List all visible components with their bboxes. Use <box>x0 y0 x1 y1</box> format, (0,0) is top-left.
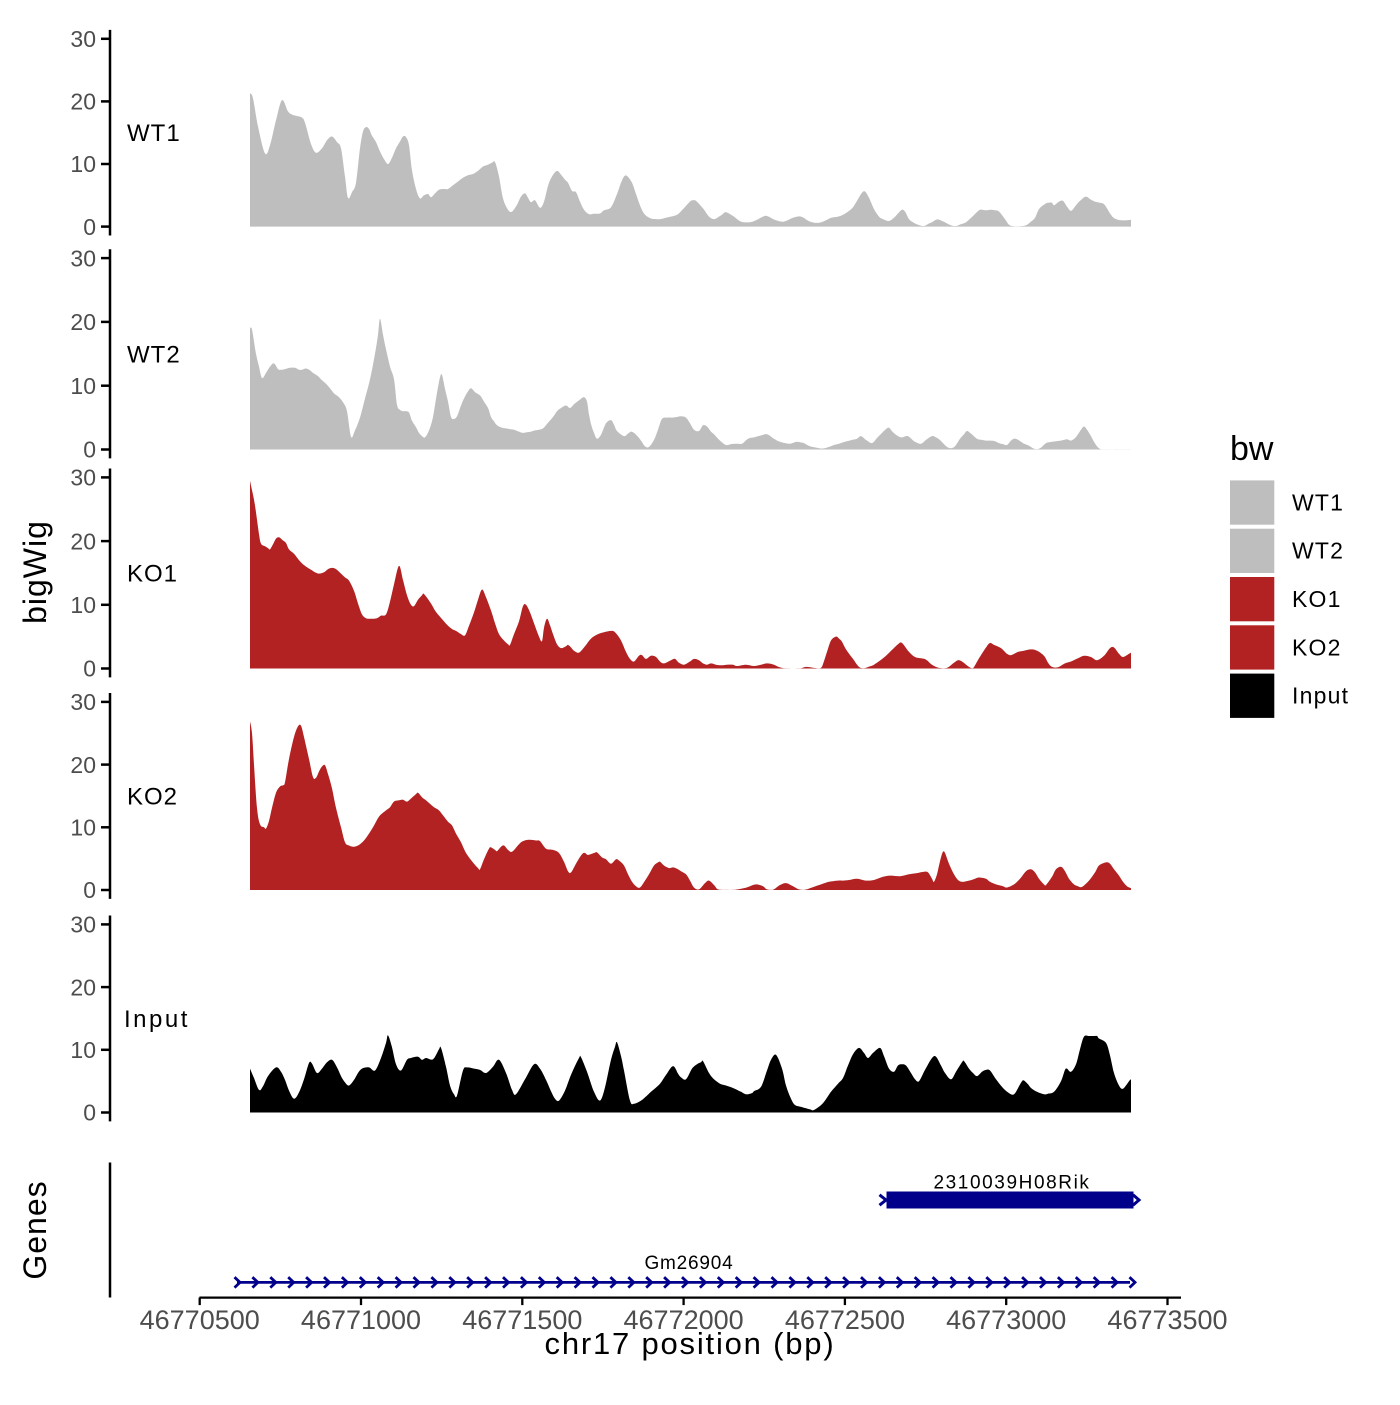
svg-text:0: 0 <box>83 877 96 903</box>
svg-text:10: 10 <box>70 1037 96 1063</box>
svg-text:KO1: KO1 <box>127 561 178 588</box>
svg-text:WT1: WT1 <box>1292 489 1344 515</box>
svg-text:0: 0 <box>83 214 96 240</box>
svg-text:20: 20 <box>70 752 96 778</box>
svg-text:10: 10 <box>70 151 96 177</box>
svg-text:chr17 position (bp): chr17 position (bp) <box>545 1326 836 1361</box>
svg-text:bigWig: bigWig <box>17 520 53 624</box>
svg-text:Genes: Genes <box>17 1180 53 1279</box>
svg-text:10: 10 <box>70 815 96 841</box>
svg-text:KO1: KO1 <box>1292 586 1342 612</box>
svg-text:30: 30 <box>70 912 96 938</box>
svg-text:WT1: WT1 <box>127 120 181 147</box>
svg-text:30: 30 <box>70 465 96 491</box>
svg-text:0: 0 <box>83 656 96 682</box>
svg-text:KO2: KO2 <box>127 784 178 811</box>
svg-text:46770500: 46770500 <box>140 1305 260 1335</box>
svg-text:46771500: 46771500 <box>462 1305 582 1335</box>
svg-text:Input: Input <box>124 1006 190 1033</box>
svg-text:20: 20 <box>70 974 96 1000</box>
svg-text:20: 20 <box>70 309 96 335</box>
svg-text:2310039H08Rik: 2310039H08Rik <box>933 1173 1090 1194</box>
svg-text:WT2: WT2 <box>127 341 181 368</box>
svg-text:46773000: 46773000 <box>946 1305 1066 1335</box>
svg-text:46772000: 46772000 <box>624 1305 744 1335</box>
svg-text:30: 30 <box>70 26 96 52</box>
svg-text:KO2: KO2 <box>1292 634 1342 660</box>
svg-text:46771000: 46771000 <box>301 1305 421 1335</box>
svg-text:WT2: WT2 <box>1292 538 1344 564</box>
svg-text:20: 20 <box>70 89 96 115</box>
svg-text:0: 0 <box>83 437 96 463</box>
svg-text:46773500: 46773500 <box>1107 1305 1227 1335</box>
svg-text:10: 10 <box>70 373 96 399</box>
svg-text:Gm26904: Gm26904 <box>644 1253 733 1274</box>
svg-text:10: 10 <box>70 592 96 618</box>
svg-text:bw: bw <box>1230 430 1274 468</box>
svg-text:Input: Input <box>1292 683 1349 709</box>
svg-text:0: 0 <box>83 1100 96 1126</box>
svg-text:46772500: 46772500 <box>785 1305 905 1335</box>
svg-text:20: 20 <box>70 528 96 554</box>
svg-text:30: 30 <box>70 245 96 271</box>
svg-text:30: 30 <box>70 689 96 715</box>
